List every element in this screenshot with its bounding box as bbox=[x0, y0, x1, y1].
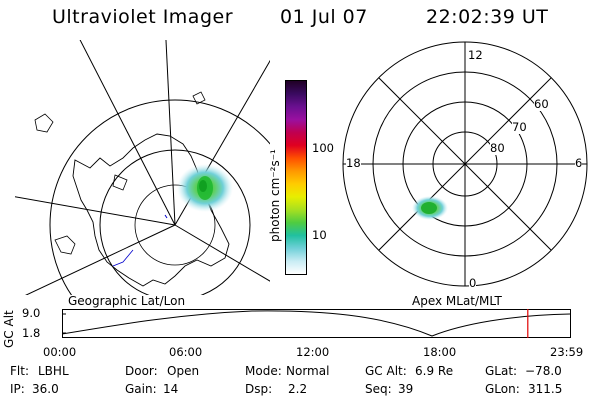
dsp-value: 2.2 bbox=[288, 382, 308, 396]
orbit-axis-label: GC Alt bbox=[2, 310, 16, 348]
mode-value: Normal bbox=[286, 364, 330, 378]
geographic-map bbox=[15, 40, 270, 295]
door-label: Door: bbox=[125, 364, 158, 378]
orbit-y-top: 9.0 bbox=[22, 306, 41, 320]
mlt-label-6: 6 bbox=[575, 156, 583, 170]
mlat-label-80: 80 bbox=[490, 141, 505, 155]
time-tick-0000: 00:00 bbox=[43, 345, 77, 359]
mlt-label-12: 12 bbox=[468, 48, 483, 62]
mlt-plot-label: Apex MLat/MLT bbox=[412, 294, 502, 308]
mlt-polar-plot bbox=[342, 41, 588, 287]
glat-label: GLat: bbox=[485, 364, 518, 378]
glat-value: −78.0 bbox=[525, 364, 562, 378]
gc-alt-value: 6.9 Re bbox=[415, 364, 454, 378]
mlat-label-70: 70 bbox=[512, 120, 527, 134]
door-value: Open bbox=[167, 364, 200, 378]
gc-alt-label: GC Alt: bbox=[365, 364, 407, 378]
seq-label: Seq: bbox=[365, 382, 392, 396]
ip-value: 36.0 bbox=[32, 382, 59, 396]
time-tick-1800: 18:00 bbox=[423, 345, 457, 359]
gain-label: Gain: bbox=[125, 382, 157, 396]
colorbar-unit-label: photon cm⁻²s⁻¹ bbox=[268, 149, 282, 242]
ip-label: IP: bbox=[10, 382, 25, 396]
geo-map-label: Geographic Lat/Lon bbox=[68, 294, 186, 308]
colorbar-tick-100: 100 bbox=[312, 141, 334, 155]
filter-value: LBHL bbox=[38, 364, 69, 378]
time-tick-2359: 23:59 bbox=[550, 345, 584, 359]
observation-date: 01 Jul 07 bbox=[280, 6, 368, 28]
gain-value: 14 bbox=[163, 382, 179, 396]
mlt-label-18: 18 bbox=[346, 156, 361, 170]
glon-value: 311.5 bbox=[528, 382, 563, 396]
observation-time: 22:02:39 UT bbox=[426, 6, 549, 28]
dsp-label: Dsp: bbox=[245, 382, 273, 396]
colorbar bbox=[285, 80, 307, 275]
time-tick-0600: 06:00 bbox=[169, 345, 203, 359]
glon-label: GLon: bbox=[485, 382, 520, 396]
colorbar-tick-10: 10 bbox=[312, 228, 327, 242]
mode-label: Mode: bbox=[245, 364, 282, 378]
time-tick-1200: 12:00 bbox=[296, 345, 330, 359]
filter-label: Flt: bbox=[10, 364, 29, 378]
mlat-label-60: 60 bbox=[534, 97, 549, 111]
orbit-altitude-plot bbox=[62, 309, 571, 338]
seq-value: 39 bbox=[398, 382, 414, 396]
instrument-title: Ultraviolet Imager bbox=[52, 6, 234, 28]
orbit-y-bottom: 1.8 bbox=[22, 326, 41, 340]
mlt-label-0: 0 bbox=[469, 276, 477, 290]
